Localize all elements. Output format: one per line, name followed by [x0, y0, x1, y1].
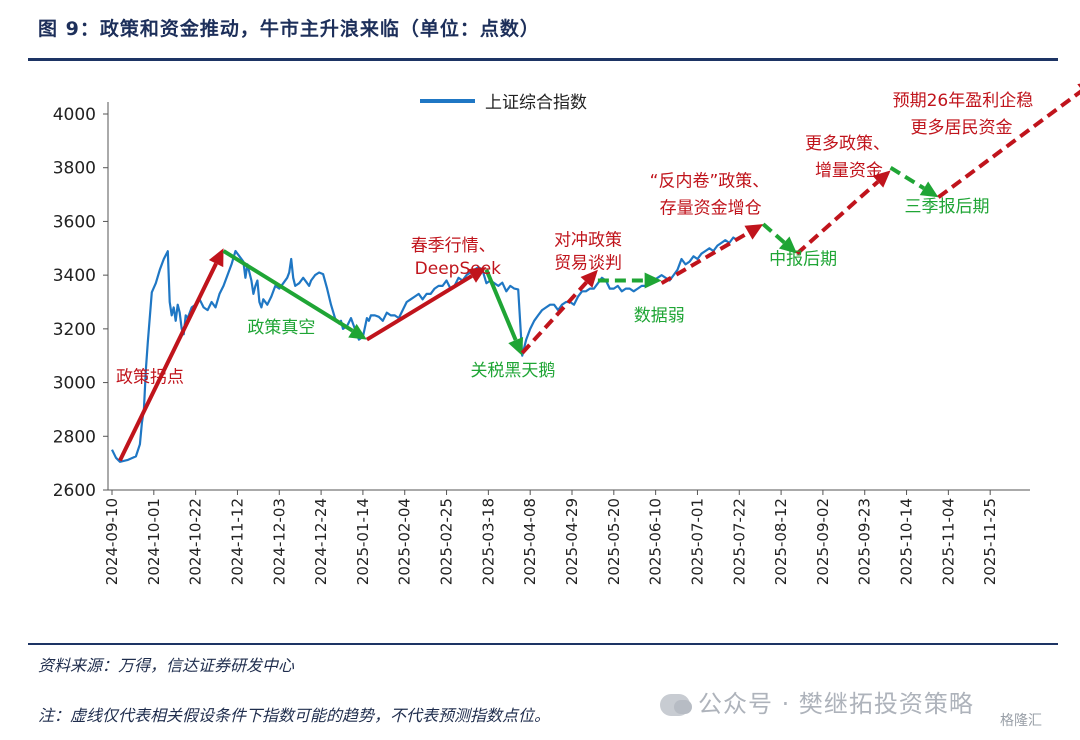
x-tick-label: 2024-11-12: [228, 498, 246, 585]
y-tick-label: 2800: [53, 427, 96, 447]
y-tick-label: 3000: [53, 374, 96, 394]
annotation-label: 增量资金: [815, 161, 883, 181]
annotation-label: 更多居民资金: [911, 118, 1013, 138]
x-tick-label: 2025-07-01: [688, 498, 706, 585]
arrow-head: [778, 236, 798, 254]
arrow-head: [919, 181, 939, 198]
chart-axes: 2600 2800 3000 3200 3400 3600 3800 4000 2024-09-…: [53, 102, 1030, 585]
annotation-label: 存量资金增仓: [660, 198, 762, 218]
x-tick-label: 2025-09-02: [814, 498, 832, 585]
chart-title: 图 9：政策和资金推动，牛市主升浪来临（单位：点数）: [38, 18, 540, 40]
x-tick-label: 2025-04-08: [521, 498, 539, 585]
x-tick-label: 2025-08-12: [772, 498, 790, 585]
annotation-label: 数据弱: [634, 306, 685, 326]
series-line-group: [111, 236, 738, 463]
trend-arrow-green-dashed: [761, 222, 798, 254]
annotation-label: 贸易谈判: [554, 253, 622, 273]
x-tick-label: 2025-01-14: [354, 498, 372, 585]
y-tick-label: 3600: [53, 212, 96, 232]
watermark: 公众号 · 樊继拓投资策略: [660, 684, 974, 719]
trend-arrow-red: [118, 248, 224, 462]
arrow-shaft: [484, 269, 518, 341]
arrow-head: [508, 336, 524, 356]
trend-arrow-green-dashed: [889, 166, 939, 198]
arrow-head: [580, 269, 598, 288]
arrow-head: [872, 170, 891, 188]
arrow-shaft: [795, 180, 880, 256]
arrow-head: [348, 323, 367, 340]
x-tick-label: 2024-12-03: [270, 498, 288, 585]
arrow-head: [1077, 83, 1080, 88]
chart-legend: 上证综合指数: [420, 93, 587, 113]
top-rule: [28, 58, 1058, 61]
x-tick-label: 2024-09-10: [103, 498, 121, 585]
arrow-head: [644, 272, 662, 289]
annotation-label: DeepSeek: [415, 259, 502, 279]
annotation-label: 政策真空: [247, 318, 315, 338]
y-tick-label: 3400: [53, 266, 96, 286]
watermark-text: 公众号 · 樊继拓投资策略: [698, 690, 974, 718]
arrow-shaft: [761, 222, 786, 244]
annotation-label: 中报后期: [769, 249, 837, 269]
arrow-shaft: [660, 230, 750, 285]
y-tick-label: 2600: [53, 481, 96, 501]
x-tick-label: 2025-02-25: [438, 498, 456, 585]
x-tick-label: 2024-10-22: [187, 498, 205, 585]
y-tick-label: 3800: [53, 159, 96, 179]
trend-arrow-red: [365, 267, 487, 342]
trend-arrow-red-dashed: [660, 224, 764, 285]
x-tick-label: 2025-03-18: [479, 498, 497, 585]
x-tick-label: 2025-04-29: [563, 498, 581, 585]
x-tick-label: 2025-05-20: [605, 498, 623, 585]
x-tick-label: 2024-10-01: [145, 498, 163, 585]
annotation-label: 关税黑天鹅: [470, 361, 555, 381]
trend-arrow-green: [484, 269, 524, 356]
x-tick-label: 2025-10-14: [898, 498, 916, 585]
x-tick-label: 2025-06-10: [647, 498, 665, 585]
annotation-label: 政策拐点: [116, 368, 184, 388]
disclaimer-note: 注：虚线仅代表相关假设条件下指数可能的趋势，不代表预测指数点位。: [38, 706, 551, 725]
arrow-shaft: [118, 262, 218, 462]
x-tick-label: 2025-11-04: [939, 498, 957, 585]
annotation-label: 预期26年盈利企稳: [893, 91, 1034, 111]
annotation-label: “反内卷”政策、: [650, 172, 770, 192]
x-tick-label: 2025-09-23: [856, 498, 874, 585]
bottom-rule: [28, 643, 1058, 645]
arrow-shaft: [365, 274, 473, 342]
x-tick-label: 2025-11-25: [981, 498, 999, 585]
gelonghui-logo: 格隆汇: [1000, 713, 1042, 729]
trend-arrow-red-dashed: [937, 83, 1080, 199]
arrow-shaft: [222, 249, 354, 333]
source-note: 资料来源：万得，信达证券研发中心: [38, 656, 295, 675]
wechat-icon: [660, 694, 692, 716]
arrow-shaft: [889, 166, 925, 191]
trend-arrow-red-dashed: [520, 269, 598, 355]
annotation-label: 三季报后期: [905, 197, 990, 217]
x-tick-label: 2024-12-24: [312, 498, 330, 585]
annotation-label: 更多政策、: [805, 134, 890, 154]
arrow-head: [467, 267, 487, 283]
index-series-line: [111, 236, 738, 463]
arrow-head: [744, 224, 764, 240]
trend-arrow-red-dashed: [795, 170, 891, 256]
legend-label: 上证综合指数: [485, 93, 587, 113]
x-tick-label: 2025-07-22: [730, 498, 748, 585]
arrow-shaft: [937, 89, 1080, 199]
y-tick-label: 4000: [53, 105, 96, 125]
arrow-head: [208, 248, 224, 268]
annotation-label: 春季行情、: [411, 236, 496, 256]
arrow-shaft: [520, 281, 588, 355]
trend-arrow-green-dashed: [597, 272, 662, 289]
annotation-label: 对冲政策: [554, 231, 622, 251]
x-tick-label: 2025-02-04: [396, 498, 414, 585]
y-tick-label: 3200: [53, 320, 96, 340]
trend-arrows: [118, 83, 1080, 462]
line-chart: 2600 2800 3000 3200 3400 3600 3800 4000 2024-09-…: [53, 83, 1080, 585]
trend-arrow-green: [222, 249, 367, 340]
